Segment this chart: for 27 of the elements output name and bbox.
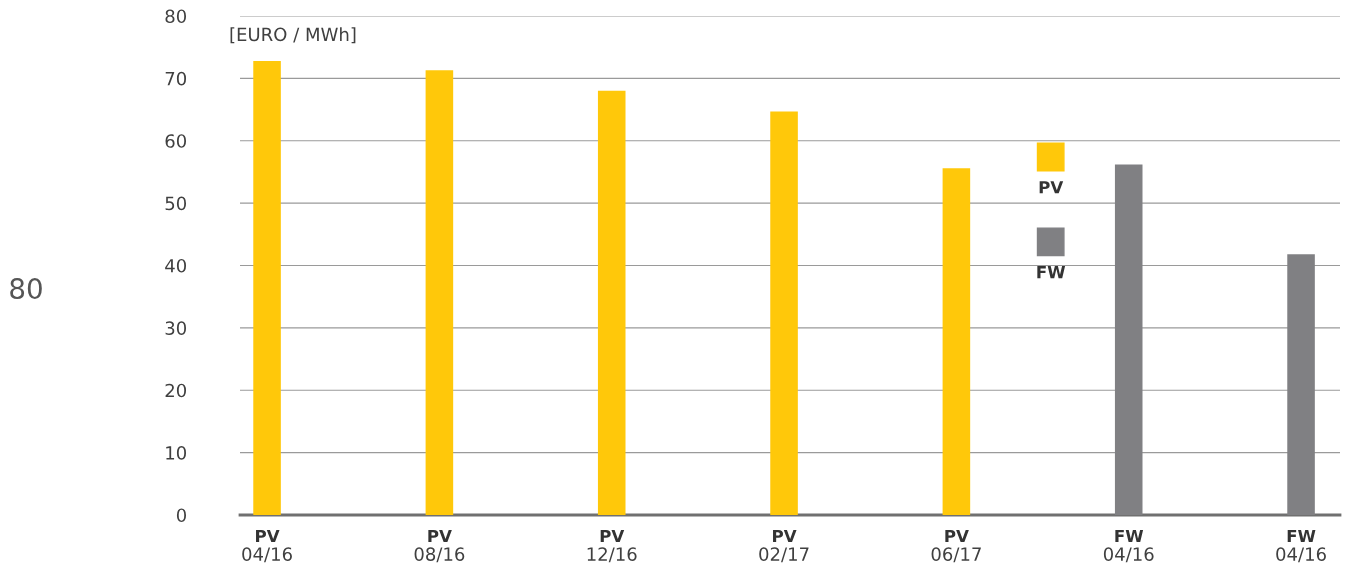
bar	[253, 60, 281, 515]
x-tick-label: PV 02/17	[759, 529, 809, 563]
y-tick-label: 20	[165, 383, 187, 398]
x-tick-label: FW 04/16	[1103, 529, 1154, 563]
bar	[770, 111, 798, 515]
y-tick-label: 70	[165, 71, 187, 86]
x-tick-label: PV 06/17	[931, 529, 981, 563]
bar	[425, 70, 454, 515]
bar	[597, 90, 626, 515]
bar	[1287, 254, 1315, 515]
bar	[1114, 164, 1143, 515]
y-tick-label: 40	[165, 258, 187, 273]
y-tick-label: 60	[165, 134, 187, 148]
legend-label: PV	[1039, 181, 1064, 194]
y-axis-title: [EURO / MWh]	[230, 27, 356, 44]
y-tick-label: 80	[165, 9, 187, 24]
y-tick-label: 30	[165, 321, 187, 335]
x-tick-label: PV 04/16	[242, 529, 292, 563]
x-tick-label: PV 12/16	[587, 529, 637, 563]
y-tick-label: 50	[165, 196, 187, 211]
legend-label: FW	[1037, 266, 1066, 279]
bar	[942, 168, 971, 515]
x-tick-label: PV 08/16	[414, 529, 465, 563]
x-tick-label: FW 04/16	[1276, 529, 1326, 563]
y-tick-label: 0	[176, 508, 187, 523]
y-tick-label: 10	[166, 446, 187, 460]
text: 80	[10, 278, 42, 300]
